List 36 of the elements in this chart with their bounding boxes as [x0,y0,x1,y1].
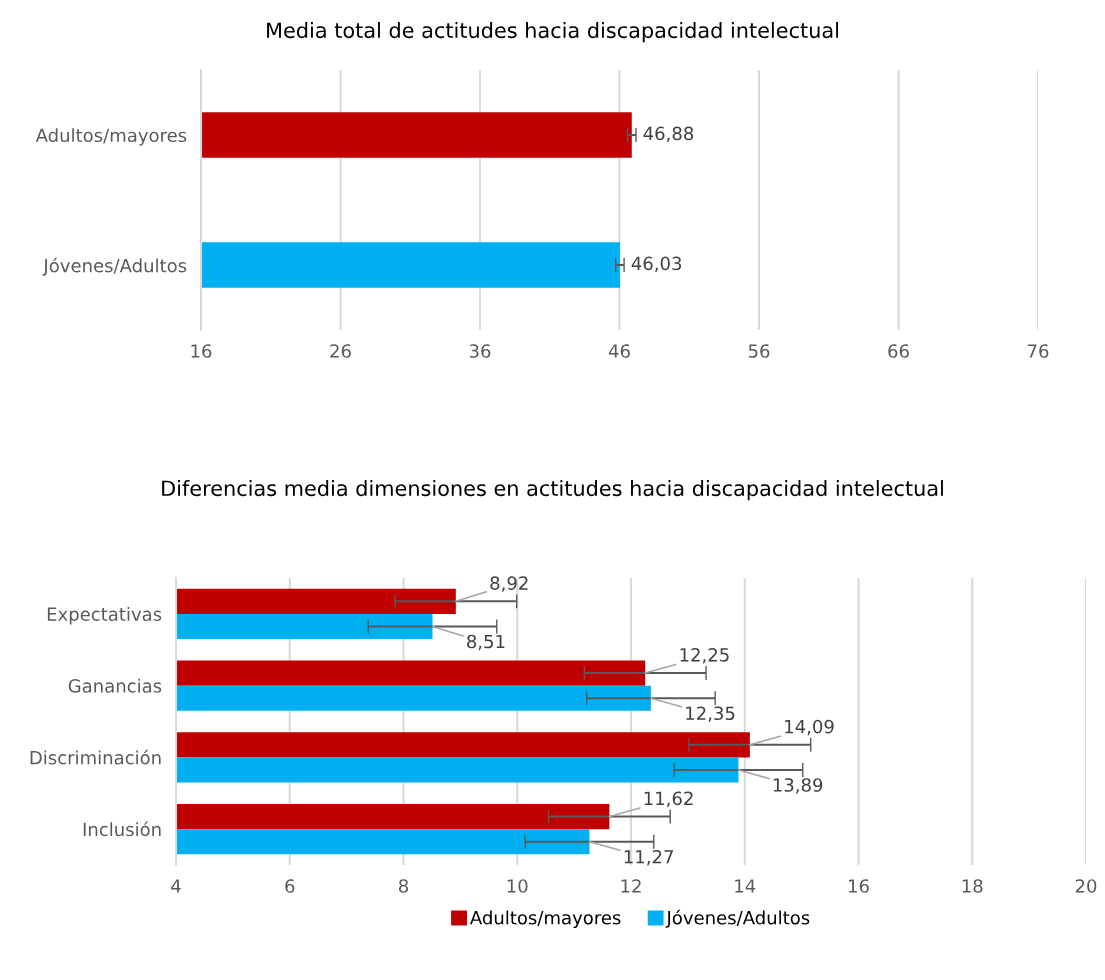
x-tick-label: 26 [330,344,351,358]
x-tick-label: 10 [507,879,528,893]
x-tick-label: 16 [849,879,869,893]
x-tick-label: 12 [621,879,641,893]
legend-label: Adultos/mayores [470,910,621,929]
x-tick-label: 16 [191,344,212,358]
x-tick-label: 56 [748,344,770,358]
data-label: 12,35 [686,706,735,722]
x-tick-label: 8 [398,879,409,893]
x-tick-label: 36 [469,344,491,358]
x-tick-label: 46 [608,344,630,358]
y-tick-label: Discriminación [30,749,161,765]
data-label: 13,89 [773,778,823,794]
x-tick-label: 66 [888,344,909,358]
data-label: 11,62 [644,791,693,807]
y-tick-label: Inclusión [83,821,161,837]
x-tick-label: 6 [285,879,295,893]
chart-title: Media total de actitudes hacia discapacidad intelectual [267,22,838,43]
data-label: 8,51 [467,634,505,651]
data-label: 46,88 [643,126,694,143]
data-label: 11,27 [624,849,673,866]
data-label: 14,09 [785,719,834,736]
y-tick-label: Adultos/mayores [35,128,187,146]
x-tick-label: 14 [735,879,756,893]
y-tick-label: Ganancias [68,678,162,693]
data-label: 8,92 [490,576,528,592]
x-tick-label: 20 [1075,879,1097,893]
legend-label: Jóvenes/Adultos [665,909,810,928]
y-tick-label: Jóvenes/Adultos [42,257,187,276]
x-tick-label: 76 [1027,344,1049,358]
data-label: 46,03 [631,256,682,273]
x-tick-label: 4 [171,879,181,893]
data-label: 12,25 [680,647,729,664]
y-tick-label: Expectativas [47,607,162,625]
x-tick-label: 18 [962,879,983,893]
chart-title: Diferencias media dimensiones en actitudes hacia discapacidad intelectual [162,480,943,501]
